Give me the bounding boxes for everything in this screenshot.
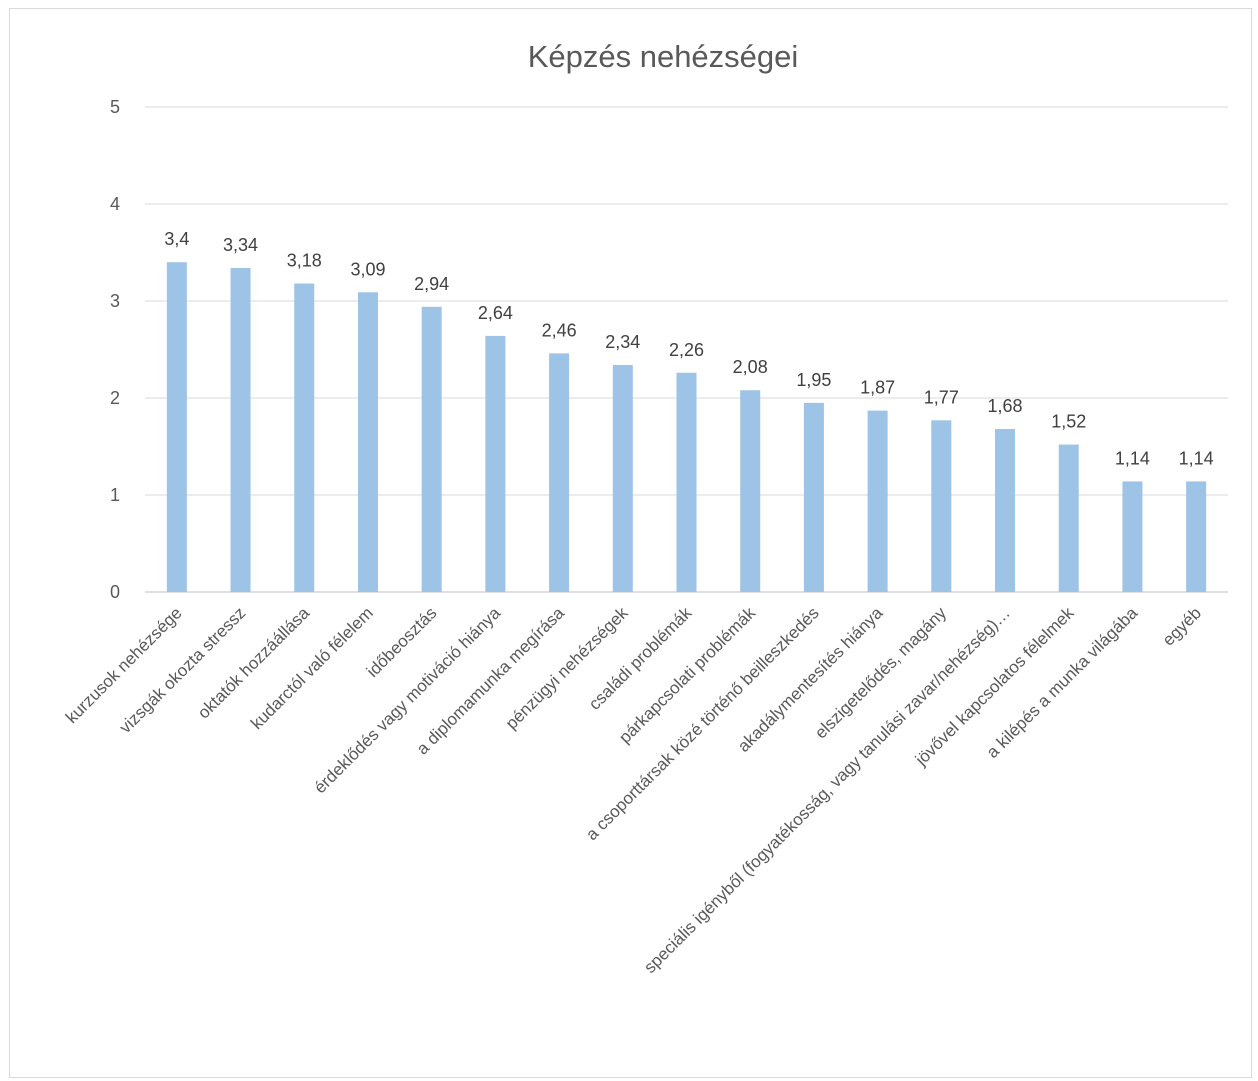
y-tick-label: 0 — [110, 582, 120, 602]
y-tick-label: 5 — [110, 97, 120, 117]
bar — [230, 268, 251, 592]
data-label: 1,68 — [988, 396, 1023, 416]
x-tick-label: a csoporttársak közé történő beilleszked… — [582, 603, 823, 844]
bar — [867, 410, 888, 592]
x-tick-label: kudarctól való félelem — [247, 603, 377, 733]
data-label: 1,87 — [860, 378, 895, 398]
data-label: 2,64 — [478, 303, 513, 323]
x-tick-label: elszigetelődés, magány — [811, 603, 950, 742]
data-label: 2,34 — [605, 332, 640, 352]
data-label: 3,09 — [350, 259, 385, 279]
data-label: 1,14 — [1179, 448, 1214, 468]
data-label: 2,08 — [733, 357, 768, 377]
bar — [676, 372, 697, 592]
data-label: 3,18 — [287, 251, 322, 271]
bar — [357, 292, 378, 592]
data-label: 1,14 — [1115, 448, 1150, 468]
data-labels: 3,4 3,34 3,18 3,09 2,94 2,64 2,46 2,34 2,26 2,08 1… — [164, 229, 1213, 468]
bar — [485, 335, 506, 592]
bar — [931, 420, 952, 592]
bar — [549, 353, 570, 592]
data-label: 1,52 — [1051, 412, 1086, 432]
x-tick-label: kurzusok nehézsége — [62, 603, 186, 727]
bar — [421, 306, 442, 592]
chart-title: Képzés nehézségei — [528, 39, 799, 74]
data-label: 2,26 — [669, 340, 704, 360]
bar — [1186, 481, 1207, 592]
bar — [294, 283, 315, 592]
y-tick-label: 4 — [110, 194, 120, 214]
y-tick-label: 1 — [110, 485, 120, 505]
y-tick-label: 2 — [110, 388, 120, 408]
bar — [1058, 444, 1079, 592]
bar — [1122, 481, 1143, 592]
x-tick-label: egyéb — [1159, 603, 1205, 649]
x-tick-label: vizsgák okozta stressz — [116, 603, 250, 737]
bar — [995, 429, 1016, 592]
data-label: 1,77 — [924, 387, 959, 407]
data-label: 2,94 — [414, 274, 449, 294]
x-tick-label: oktatók hozzáállása — [194, 603, 313, 722]
data-label: 3,34 — [223, 235, 258, 255]
y-tick-label: 3 — [110, 291, 120, 311]
bars — [166, 262, 1207, 592]
x-tick-label: pénzügyi nehézségek — [502, 603, 632, 733]
bar — [612, 365, 633, 592]
bar — [166, 262, 187, 592]
data-label: 1,95 — [796, 370, 831, 390]
bar — [740, 390, 761, 592]
y-axis-ticks: 0 1 2 3 4 5 — [110, 97, 120, 602]
data-label: 3,4 — [164, 229, 189, 249]
bar — [803, 402, 824, 592]
data-label: 2,46 — [542, 320, 577, 340]
